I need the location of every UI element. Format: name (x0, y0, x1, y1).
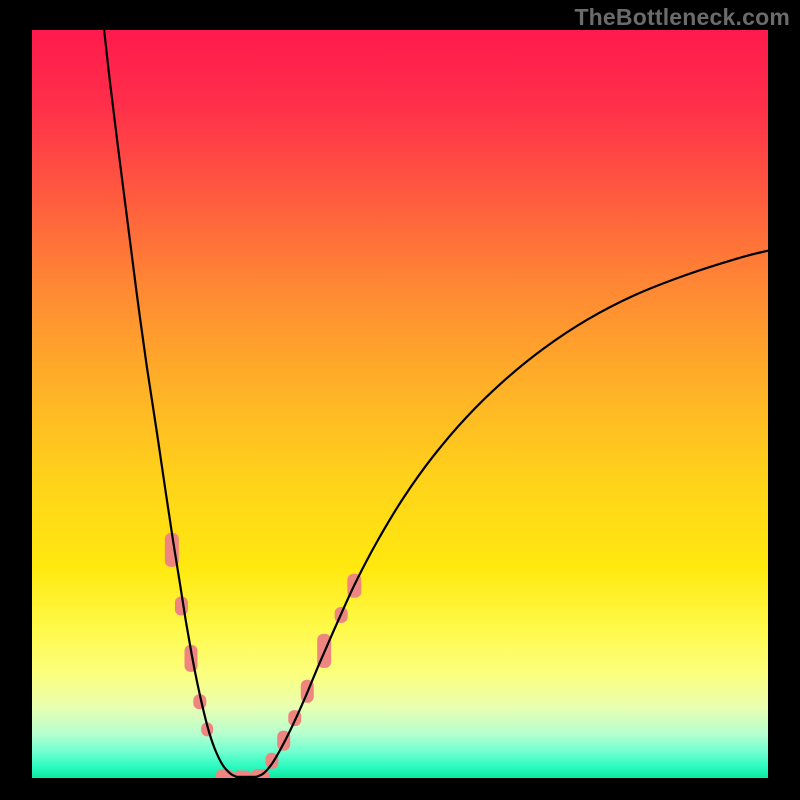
chart-svg (32, 30, 768, 778)
chart-frame: TheBottleneck.com (0, 0, 800, 800)
gradient-background (32, 30, 768, 778)
watermark-text: TheBottleneck.com (574, 4, 790, 31)
plot-area (32, 30, 768, 778)
